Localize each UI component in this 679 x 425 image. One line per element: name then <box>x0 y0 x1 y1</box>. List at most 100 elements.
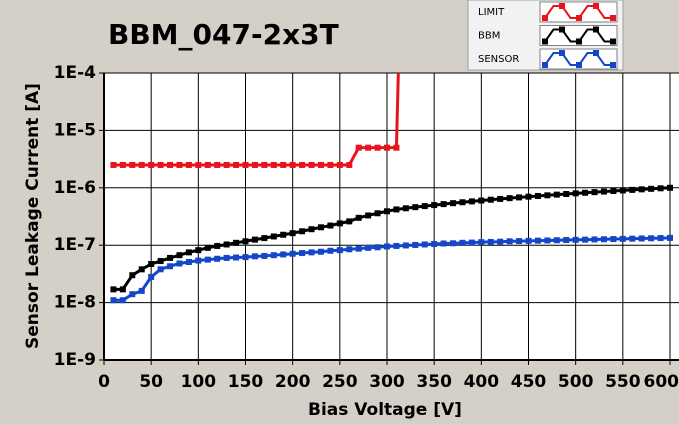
legend-marker <box>610 62 616 68</box>
series-marker <box>629 235 636 242</box>
series-marker <box>497 238 504 245</box>
x-tick-label: 50 <box>139 372 163 392</box>
series-marker <box>355 214 362 221</box>
series-marker <box>346 161 353 168</box>
legend-marker <box>542 38 548 45</box>
series-marker <box>487 196 494 203</box>
series-marker <box>336 247 343 254</box>
series-marker <box>327 247 334 254</box>
series-marker <box>110 286 117 293</box>
series-marker <box>242 238 249 245</box>
series-marker <box>534 237 541 244</box>
series-marker <box>629 186 636 193</box>
legend-marker <box>610 15 616 21</box>
series-marker <box>563 237 570 244</box>
series-marker <box>129 161 136 168</box>
series-marker <box>185 161 192 168</box>
series-marker <box>516 238 523 245</box>
series-marker <box>544 237 551 244</box>
series-marker <box>270 252 277 259</box>
legend-marker <box>542 62 548 68</box>
series-marker <box>157 161 164 168</box>
series-marker <box>223 241 230 248</box>
series-marker <box>327 161 334 168</box>
legend-marker <box>576 38 582 45</box>
x-tick-label: 100 <box>181 372 217 392</box>
series-marker <box>553 191 560 198</box>
series-marker <box>572 190 579 197</box>
series-marker <box>261 161 268 168</box>
series-marker <box>648 235 655 242</box>
y-tick-label: 1E-5 <box>54 120 96 140</box>
series-marker <box>138 287 145 294</box>
series-marker <box>242 161 249 168</box>
x-tick-label: 0 <box>98 372 110 392</box>
series-marker <box>223 254 230 261</box>
series-marker <box>525 193 532 200</box>
series-marker <box>204 244 211 251</box>
series-marker <box>176 260 183 267</box>
series-marker <box>327 222 334 229</box>
series-marker <box>280 231 287 238</box>
series-marker <box>374 244 381 251</box>
series-marker <box>506 195 513 202</box>
x-tick-label: 200 <box>275 372 311 392</box>
series-marker <box>204 256 211 263</box>
series-marker <box>167 161 174 168</box>
series-marker <box>204 161 211 168</box>
series-marker <box>582 236 589 243</box>
series-marker <box>459 199 466 206</box>
series-marker <box>346 246 353 253</box>
series-marker <box>572 236 579 243</box>
series-marker <box>289 250 296 257</box>
series-marker <box>233 161 240 168</box>
series-marker <box>119 161 126 168</box>
series-marker <box>299 228 306 235</box>
series-marker <box>619 235 626 242</box>
series-marker <box>148 261 155 268</box>
series-marker <box>384 144 390 151</box>
chart-title: BBM_047-2x3T <box>108 18 339 51</box>
series-marker <box>317 161 324 168</box>
series-marker <box>299 250 306 257</box>
series-marker <box>544 192 551 199</box>
series-marker <box>553 237 560 244</box>
x-tick-label: 550 <box>605 372 641 392</box>
series-marker <box>261 252 268 259</box>
series-marker <box>384 243 390 250</box>
series-marker <box>402 242 409 249</box>
series-marker <box>280 161 287 168</box>
series-marker <box>355 245 362 252</box>
series-marker <box>459 239 466 246</box>
series-marker <box>393 144 400 151</box>
x-tick-label: 300 <box>369 372 405 392</box>
series-marker <box>582 189 589 196</box>
series-marker <box>289 161 296 168</box>
legend-marker <box>593 3 599 9</box>
series-marker <box>148 161 155 168</box>
series-marker <box>167 263 174 270</box>
series-marker <box>346 218 353 225</box>
series-marker <box>667 234 673 241</box>
series-marker <box>138 161 145 168</box>
series-marker <box>638 235 645 242</box>
series-marker <box>487 238 494 245</box>
series-marker <box>506 238 513 245</box>
series-marker <box>119 286 126 293</box>
series-marker <box>148 273 155 280</box>
series-marker <box>270 161 277 168</box>
series-marker <box>534 192 541 199</box>
series-marker <box>610 187 617 194</box>
series-marker <box>412 241 419 248</box>
series-marker <box>185 249 192 256</box>
x-tick-label: 250 <box>322 372 358 392</box>
x-tick-label: 450 <box>511 372 547 392</box>
series-marker <box>374 144 381 151</box>
legend-marker <box>576 15 582 21</box>
series-marker <box>591 189 598 196</box>
series-marker <box>308 161 315 168</box>
series-marker <box>516 194 523 201</box>
series-marker <box>667 184 673 191</box>
series-marker <box>251 236 258 243</box>
y-tick-label: 1E-4 <box>54 63 96 83</box>
